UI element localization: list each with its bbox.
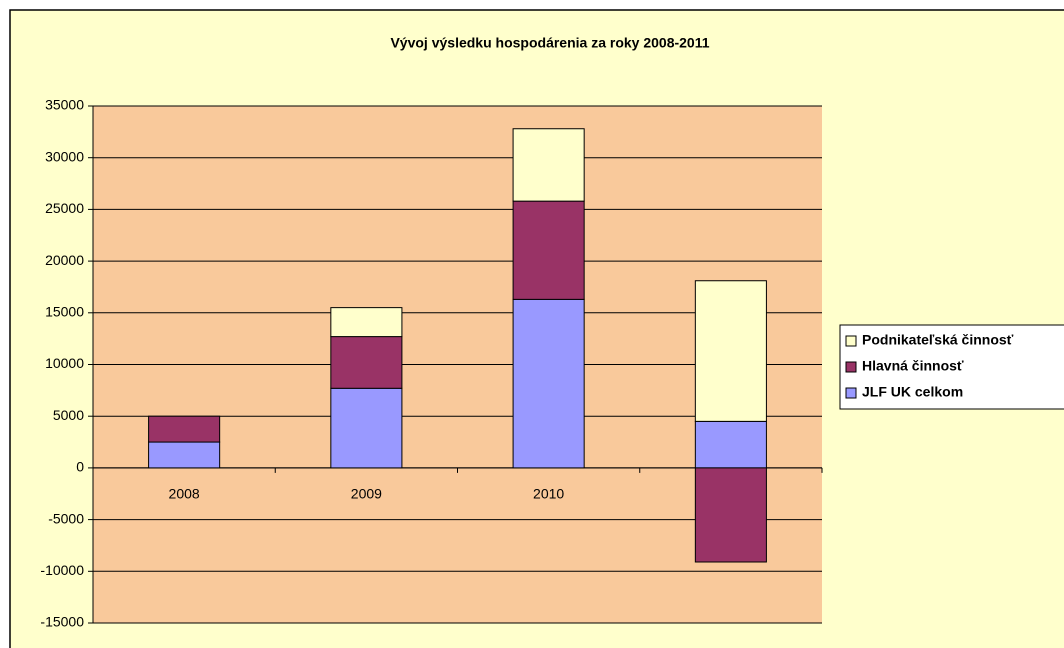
bar-segment	[148, 441, 221, 469]
bar-segment	[512, 298, 585, 469]
y-tick-label: 15000	[45, 304, 84, 320]
legend-swatch	[845, 361, 857, 373]
y-tick-label: -5000	[48, 510, 84, 526]
legend-box	[839, 324, 1064, 410]
bar-segment	[694, 467, 767, 563]
y-tick-label: 30000	[45, 148, 84, 164]
bar-segment	[330, 307, 403, 338]
y-tick-label: 10000	[45, 355, 84, 371]
y-tick-label: 5000	[53, 407, 84, 423]
x-tick-label: 2010	[533, 486, 564, 502]
legend-label: Hlavná činnosť	[862, 358, 964, 374]
x-tick-label: 2008	[169, 486, 200, 502]
bar-segment	[148, 415, 221, 443]
legend-swatch	[845, 387, 857, 399]
bar-segment	[694, 420, 767, 469]
legend-label: Podnikateľská činnosť	[862, 332, 1014, 348]
y-tick-label: 20000	[45, 252, 84, 268]
legend-swatch	[845, 335, 857, 347]
bar-segment	[330, 387, 403, 469]
bar-segment	[330, 336, 403, 389]
x-tick-label: 2009	[351, 486, 382, 502]
bar-segment	[512, 200, 585, 300]
bar-segment	[512, 128, 585, 202]
y-tick-label: 0	[76, 459, 84, 475]
chart-title: Vývoj výsledku hospodárenia za roky 2008…	[390, 35, 709, 51]
y-tick-label: -15000	[40, 614, 84, 630]
bar-segment	[694, 280, 767, 422]
y-tick-label: -10000	[40, 562, 84, 578]
y-tick-label: 25000	[45, 200, 84, 216]
legend-label: JLF UK celkom	[862, 384, 963, 400]
y-tick-label: 35000	[45, 97, 84, 113]
